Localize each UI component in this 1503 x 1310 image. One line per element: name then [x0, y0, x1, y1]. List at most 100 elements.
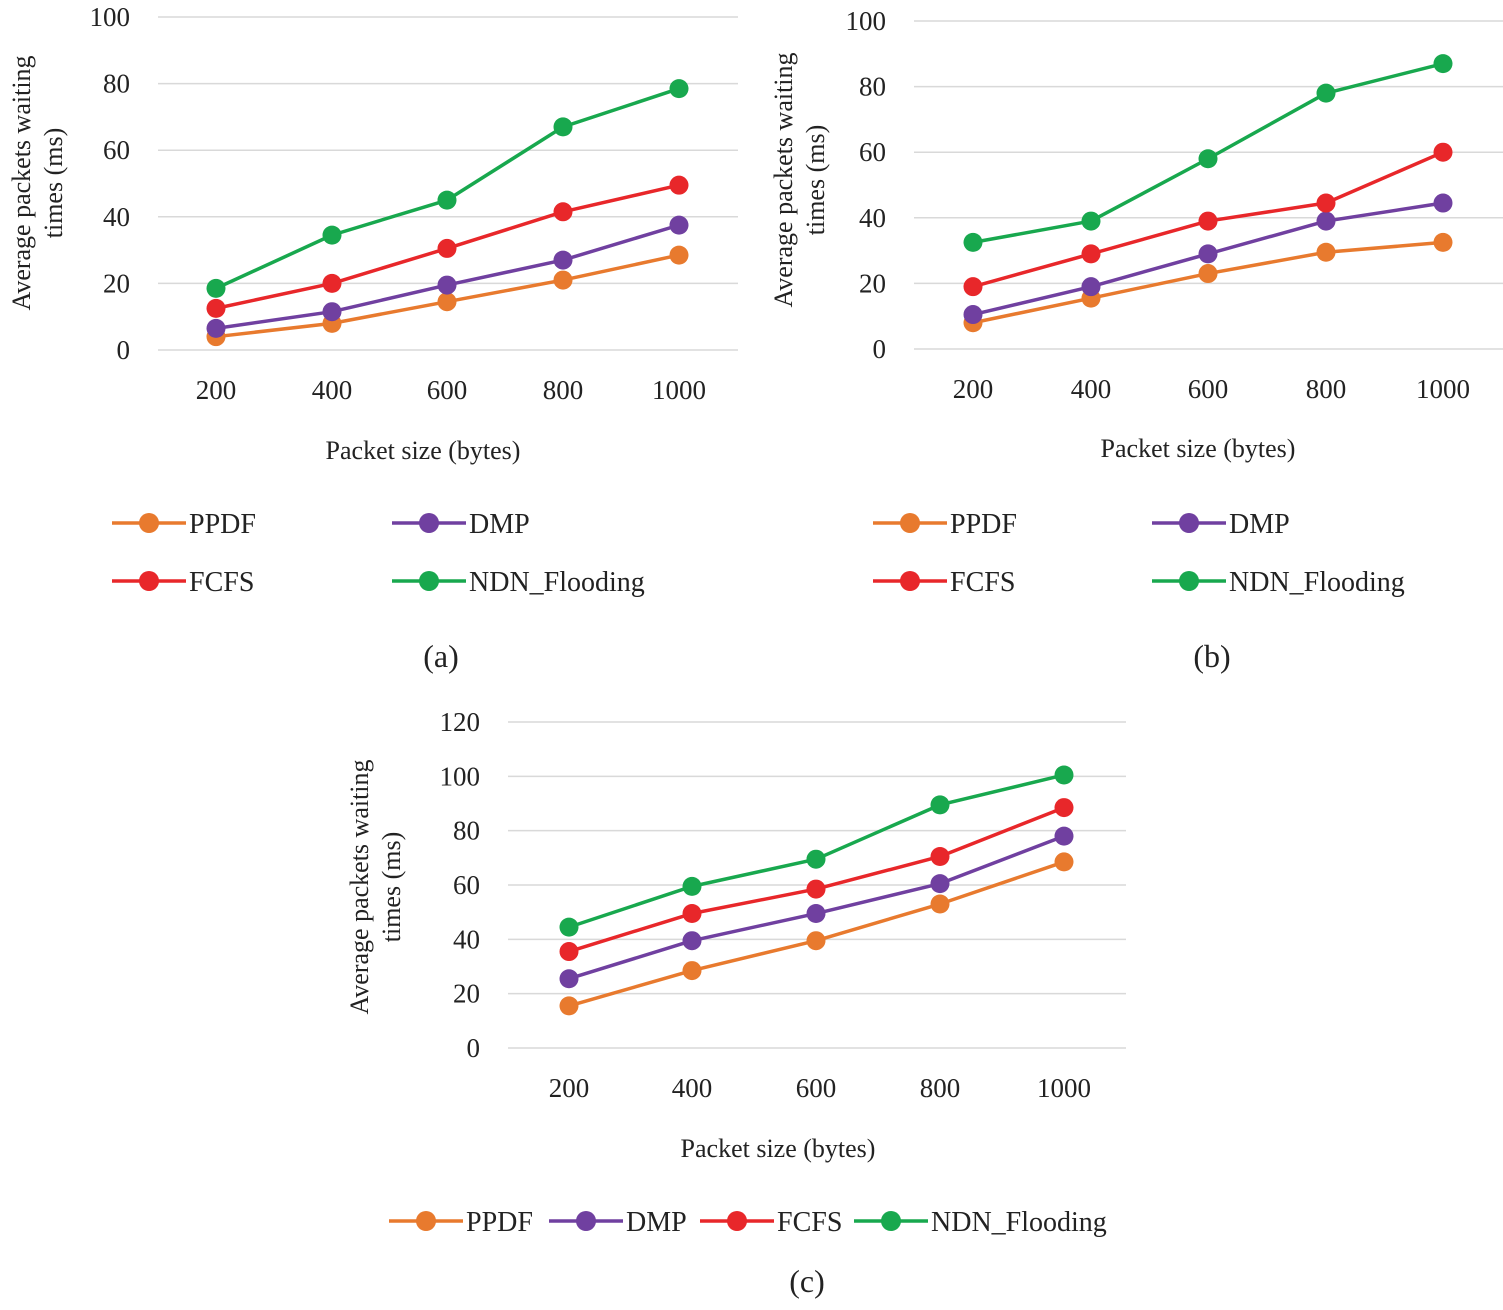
y-tick-label: 80 — [453, 816, 480, 846]
y-axis-title: Average packets waiting — [345, 759, 374, 1014]
data-point — [553, 250, 573, 270]
legend-label: NDN_Flooding — [1229, 567, 1405, 598]
legend-item: FCFS — [112, 567, 254, 598]
legend: PPDF DMP FCFS NDN_Flooding — [873, 509, 1405, 598]
data-point — [1081, 244, 1101, 264]
data-point — [437, 275, 457, 295]
x-axis-title: Packet size (bytes) — [681, 1134, 876, 1163]
y-axis-title: Average packets waiting — [769, 52, 798, 307]
legend-label: FCFS — [189, 567, 254, 598]
y-tick-label: 60 — [859, 137, 886, 167]
data-point — [1316, 83, 1336, 103]
data-point — [1198, 149, 1218, 169]
y-tick-label: 80 — [859, 72, 886, 102]
data-point — [206, 278, 226, 298]
series-line — [568, 805, 1065, 954]
data-point — [1316, 242, 1336, 262]
data-point — [206, 318, 226, 338]
data-point — [559, 942, 579, 962]
x-axis-title: Packet size (bytes) — [326, 436, 521, 465]
data-point — [1316, 193, 1336, 213]
data-point — [1316, 211, 1336, 231]
series-dmp — [559, 826, 1074, 989]
y-tick-label: 100 — [846, 6, 887, 36]
series-ndn-flooding — [963, 54, 1453, 252]
data-point — [806, 849, 826, 869]
data-point — [1054, 826, 1074, 846]
x-tick-label: 1000 — [652, 375, 706, 405]
data-point — [669, 245, 689, 265]
series-fcfs — [206, 175, 689, 318]
data-point — [930, 874, 950, 894]
y-axis-title: Average packets waiting — [7, 55, 36, 310]
figure-caption: (b) — [1193, 638, 1230, 674]
legend-item: NDN_Flooding — [854, 1207, 1107, 1238]
x-tick-label: 200 — [196, 375, 237, 405]
legend-marker — [139, 571, 159, 591]
series-fcfs — [559, 798, 1074, 962]
data-point — [1198, 244, 1218, 264]
legend-item: NDN_Flooding — [392, 567, 645, 598]
data-point — [963, 277, 983, 297]
chart-c: 0 20 40 60 80 100 120 200 400 600 800 1000 Average p… — [345, 707, 1126, 1299]
legend-item: FCFS — [700, 1207, 842, 1238]
data-point — [682, 904, 702, 924]
y-tick-label: 20 — [103, 268, 130, 298]
data-point — [437, 292, 457, 312]
legend-marker — [419, 571, 439, 591]
y-axis-title: times (ms) — [801, 125, 830, 236]
legend-item: PPDF — [873, 509, 1017, 540]
legend: PPDF DMP FCFS NDN_Flooding — [112, 509, 645, 598]
data-point — [322, 302, 342, 322]
legend-marker — [1179, 513, 1199, 533]
legend-label: DMP — [469, 509, 530, 540]
legend-marker — [416, 1211, 436, 1231]
y-tick-label: 60 — [103, 135, 130, 165]
y-tick-label: 120 — [440, 707, 481, 737]
data-point — [1054, 798, 1074, 818]
legend-marker — [900, 513, 920, 533]
legend-marker — [900, 571, 920, 591]
y-tick-label: 60 — [453, 870, 480, 900]
data-point — [930, 846, 950, 866]
legend-item: DMP — [549, 1207, 687, 1238]
data-point — [559, 996, 579, 1016]
data-point — [559, 917, 579, 937]
y-axis-title: times (ms) — [39, 128, 68, 239]
data-point — [682, 931, 702, 951]
data-point — [806, 931, 826, 951]
data-point — [1081, 211, 1101, 231]
legend-item: PPDF — [112, 509, 256, 540]
legend-marker — [576, 1211, 596, 1231]
series-ppdf — [206, 245, 689, 347]
x-tick-label: 400 — [672, 1073, 713, 1103]
legend-label: PPDF — [950, 509, 1017, 540]
legend-item: PPDF — [389, 1207, 533, 1238]
x-tick-label: 200 — [549, 1073, 590, 1103]
y-tick-label: 40 — [103, 202, 130, 232]
legend-marker — [1179, 571, 1199, 591]
figure-caption: (c) — [789, 1263, 825, 1299]
y-tick-label: 20 — [453, 979, 480, 1009]
series-dmp — [963, 193, 1453, 325]
data-point — [963, 305, 983, 325]
legend-label: DMP — [1229, 509, 1290, 540]
legend-label: NDN_Flooding — [931, 1207, 1107, 1238]
legend-item: NDN_Flooding — [1152, 567, 1405, 598]
y-tick-label: 40 — [453, 924, 480, 954]
legend-label: FCFS — [777, 1207, 842, 1238]
legend-item: DMP — [392, 509, 530, 540]
data-point — [806, 879, 826, 899]
data-point — [1054, 765, 1074, 785]
y-tick-label: 0 — [117, 335, 131, 365]
gridlines — [158, 16, 738, 351]
y-tick-label: 0 — [467, 1033, 481, 1063]
series-ppdf — [559, 852, 1074, 1016]
data-point — [1054, 852, 1074, 872]
legend-item: FCFS — [873, 567, 1015, 598]
x-tick-label: 1000 — [1416, 374, 1470, 404]
y-tick-label: 20 — [859, 268, 886, 298]
x-axis-title: Packet size (bytes) — [1101, 434, 1296, 463]
series-ndn-flooding — [559, 765, 1074, 937]
